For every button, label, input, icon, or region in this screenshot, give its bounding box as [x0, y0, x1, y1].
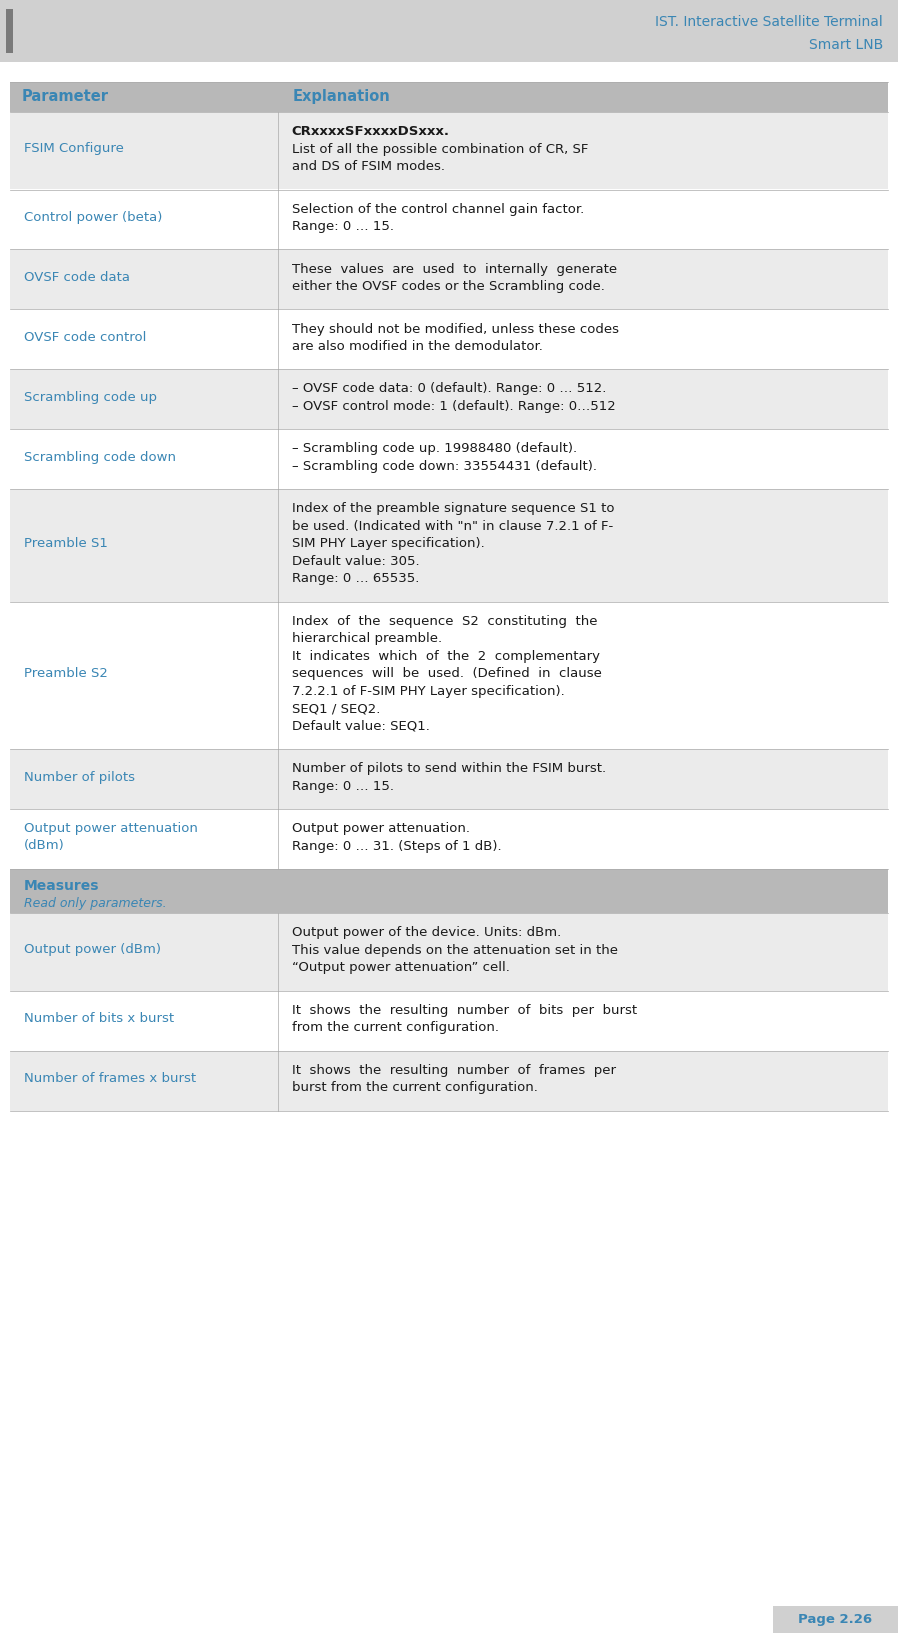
Bar	[6, 8, 13, 54]
Text: and DS of FSIM modes.: and DS of FSIM modes.	[292, 161, 445, 174]
Text: CRxxxxSFxxxxDSxxx.: CRxxxxSFxxxxDSxxx.	[292, 125, 450, 138]
Bar	[10, 490, 888, 602]
Text: Index  of  the  sequence  S2  constituting  the: Index of the sequence S2 constituting th…	[292, 615, 597, 628]
Text: Explanation: Explanation	[293, 90, 391, 105]
Text: either the OVSF codes or the Scrambling code.: either the OVSF codes or the Scrambling …	[292, 280, 604, 293]
Bar	[10, 749, 888, 810]
Bar	[10, 870, 888, 913]
Text: Output power of the device. Units: dBm.: Output power of the device. Units: dBm.	[292, 926, 561, 939]
Bar	[10, 111, 888, 190]
Text: 7.2.2.1 of F-SIM PHY Layer specification).: 7.2.2.1 of F-SIM PHY Layer specification…	[292, 685, 565, 698]
Text: Index of the preamble signature sequence S1 to: Index of the preamble signature sequence…	[292, 503, 614, 516]
Text: Preamble S2: Preamble S2	[24, 667, 108, 680]
Text: (dBm): (dBm)	[24, 839, 65, 852]
Text: Page 2.26: Page 2.26	[798, 1613, 873, 1626]
Text: hierarchical preamble.: hierarchical preamble.	[292, 633, 442, 646]
Text: Read only parameters.: Read only parameters.	[24, 898, 167, 911]
Bar	[10, 992, 888, 1051]
Text: Measures: Measures	[24, 880, 100, 893]
Bar	[10, 602, 888, 749]
Text: burst from the current configuration.: burst from the current configuration.	[292, 1082, 538, 1095]
Bar	[10, 913, 888, 992]
Bar	[10, 190, 888, 249]
Text: It  indicates  which  of  the  2  complementary: It indicates which of the 2 complementar…	[292, 651, 600, 664]
Text: They should not be modified, unless these codes: They should not be modified, unless thes…	[292, 323, 619, 336]
Text: Number of pilots to send within the FSIM burst.: Number of pilots to send within the FSIM…	[292, 762, 606, 775]
Bar	[10, 1051, 888, 1111]
Text: Range: 0 … 15.: Range: 0 … 15.	[292, 780, 394, 793]
Bar	[0, 0, 898, 62]
Text: SEQ1 / SEQ2.: SEQ1 / SEQ2.	[292, 703, 380, 716]
Text: Output power (dBm): Output power (dBm)	[24, 944, 161, 957]
Text: – Scrambling code up. 19988480 (default).: – Scrambling code up. 19988480 (default)…	[292, 443, 577, 456]
Text: Scrambling code down: Scrambling code down	[24, 451, 176, 464]
Text: be used. (Indicated with "n" in clause 7.2.1 of F-: be used. (Indicated with "n" in clause 7…	[292, 520, 613, 533]
Text: Output power attenuation: Output power attenuation	[24, 823, 198, 834]
Text: Default value: SEQ1.: Default value: SEQ1.	[292, 720, 429, 733]
Text: List of all the possible combination of CR, SF: List of all the possible combination of …	[292, 143, 588, 156]
Text: IST. Interactive Satellite Terminal: IST. Interactive Satellite Terminal	[656, 15, 883, 30]
Text: Scrambling code up: Scrambling code up	[24, 390, 157, 403]
Bar	[10, 429, 888, 490]
Text: Number of bits x burst: Number of bits x burst	[24, 1013, 174, 1026]
Text: OVSF code control: OVSF code control	[24, 331, 146, 344]
Text: Range: 0 … 15.: Range: 0 … 15.	[292, 220, 394, 233]
Text: Number of pilots: Number of pilots	[24, 770, 135, 783]
Text: Range: 0 … 65535.: Range: 0 … 65535.	[292, 572, 419, 585]
Text: “Output power attenuation” cell.: “Output power attenuation” cell.	[292, 962, 510, 975]
Text: It  shows  the  resulting  number  of  bits  per  burst: It shows the resulting number of bits pe…	[292, 1005, 637, 1018]
Text: Control power (beta): Control power (beta)	[24, 211, 163, 225]
Text: – OVSF code data: 0 (default). Range: 0 … 512.: – OVSF code data: 0 (default). Range: 0 …	[292, 382, 606, 395]
Text: Default value: 305.: Default value: 305.	[292, 556, 419, 569]
Text: Output power attenuation.: Output power attenuation.	[292, 823, 470, 836]
Text: Preamble S1: Preamble S1	[24, 538, 108, 551]
Text: Parameter: Parameter	[22, 90, 109, 105]
Text: – Scrambling code down: 33554431 (default).: – Scrambling code down: 33554431 (defaul…	[292, 461, 597, 474]
Text: – OVSF control mode: 1 (default). Range: 0…512: – OVSF control mode: 1 (default). Range:…	[292, 400, 615, 413]
Text: from the current configuration.: from the current configuration.	[292, 1021, 498, 1034]
Text: sequences  will  be  used.  (Defined  in  clause: sequences will be used. (Defined in clau…	[292, 667, 602, 680]
Text: This value depends on the attenuation set in the: This value depends on the attenuation se…	[292, 944, 618, 957]
Bar	[10, 82, 888, 111]
Text: These  values  are  used  to  internally  generate: These values are used to internally gene…	[292, 262, 617, 275]
Text: It  shows  the  resulting  number  of  frames  per: It shows the resulting number of frames …	[292, 1064, 616, 1077]
Text: FSIM Configure: FSIM Configure	[24, 143, 124, 156]
Text: SIM PHY Layer specification).: SIM PHY Layer specification).	[292, 538, 485, 551]
Text: are also modified in the demodulator.: are also modified in the demodulator.	[292, 339, 542, 352]
Bar	[10, 310, 888, 369]
Text: OVSF code data: OVSF code data	[24, 270, 130, 284]
Text: Number of frames x burst: Number of frames x burst	[24, 1072, 196, 1085]
Text: Range: 0 … 31. (Steps of 1 dB).: Range: 0 … 31. (Steps of 1 dB).	[292, 841, 501, 852]
Bar	[10, 810, 888, 870]
Text: Selection of the control channel gain factor.: Selection of the control channel gain fa…	[292, 203, 584, 215]
Bar	[10, 369, 888, 429]
Bar	[773, 1606, 898, 1632]
Text: Smart LNB: Smart LNB	[809, 38, 883, 52]
Bar	[10, 249, 888, 310]
